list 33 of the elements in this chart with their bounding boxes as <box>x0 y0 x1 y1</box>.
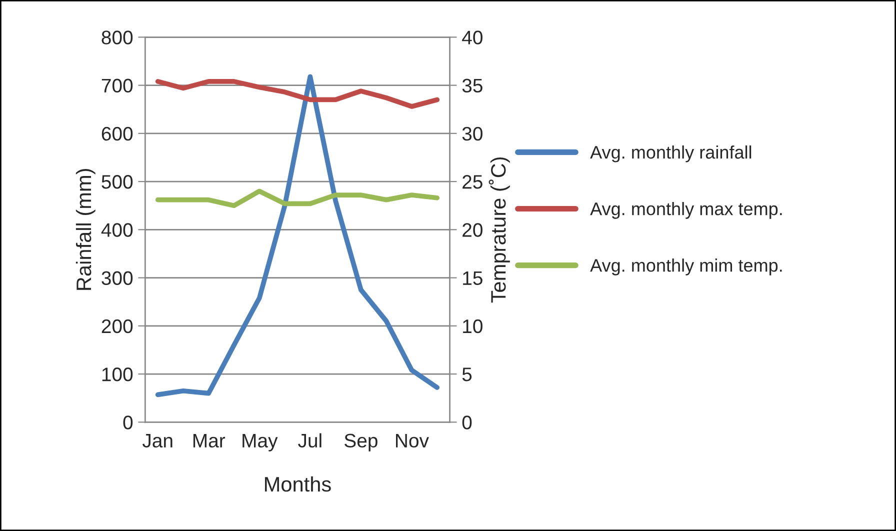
y-tick-label: 300 <box>102 271 133 286</box>
legend-label: Avg. monthly mim temp. <box>590 258 782 276</box>
y-tick-label: 0 <box>123 416 133 430</box>
legend-label: Avg. monthly rainfall <box>590 145 752 162</box>
y-tick-label: 400 <box>101 223 133 237</box>
y2-tick-label: 10 <box>463 319 482 334</box>
x-axis-title: Months <box>265 476 331 492</box>
y2-axis-title: Temprature (˚C) <box>488 157 510 303</box>
x-tick-label: Jan <box>142 434 172 448</box>
line-series <box>155 188 440 208</box>
y-tick-label: 100 <box>102 367 133 382</box>
y2-tick-label: 40 <box>462 30 482 44</box>
x-tick-label: Sep <box>344 434 378 452</box>
y2-tick-label: 35 <box>462 78 482 93</box>
y-tick-label: 200 <box>102 319 133 334</box>
y-tick-label: 800 <box>102 30 133 44</box>
y2-tick-label: 15 <box>463 271 482 286</box>
y2-tick-label: 25 <box>462 175 482 189</box>
x-tick-label: May <box>242 434 278 452</box>
line-series <box>155 74 440 398</box>
y2-tick-label: 5 <box>462 368 472 382</box>
legend-label: Avg. monthly max temp. <box>590 202 782 219</box>
y2-tick-label: 0 <box>462 416 472 430</box>
x-tick-label: Nov <box>396 434 429 448</box>
x-tick-label: Mar <box>193 434 226 448</box>
y-tick-label: 600 <box>102 126 133 141</box>
y-tick-label: 700 <box>102 78 133 93</box>
y2-tick-label: 30 <box>462 126 482 141</box>
y-axis-title: Rainfall (mm) <box>76 169 96 290</box>
line-series <box>155 79 440 109</box>
x-tick-label: Jul <box>298 433 322 448</box>
y2-tick-label: 20 <box>462 223 482 237</box>
y-tick-label: 500 <box>102 175 133 189</box>
